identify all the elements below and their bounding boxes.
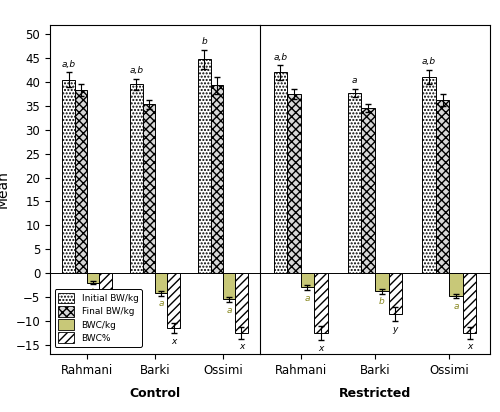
Text: a: a — [304, 294, 310, 303]
Text: a: a — [158, 300, 164, 309]
Bar — [155, 273, 168, 293]
Bar — [362, 108, 375, 273]
Bar — [198, 59, 210, 273]
Text: z: z — [103, 301, 108, 310]
Text: y: y — [392, 325, 398, 334]
Bar — [87, 273, 100, 283]
Bar — [236, 273, 248, 333]
Bar — [274, 73, 287, 273]
Text: b: b — [202, 37, 207, 46]
Bar — [168, 273, 179, 328]
Text: x: x — [467, 342, 472, 351]
Bar — [314, 273, 328, 333]
Bar — [74, 90, 87, 273]
Bar — [130, 84, 142, 273]
Bar — [450, 273, 463, 296]
Bar — [300, 273, 314, 288]
Bar — [348, 93, 362, 273]
Text: a,b: a,b — [130, 66, 143, 75]
Bar — [142, 105, 155, 273]
Text: a: a — [226, 306, 232, 315]
Text: x: x — [239, 342, 244, 351]
Text: Control: Control — [130, 387, 180, 400]
Y-axis label: Mean: Mean — [0, 171, 10, 208]
Bar — [388, 273, 402, 314]
Bar — [62, 80, 74, 273]
Text: a: a — [454, 302, 459, 311]
Bar — [100, 273, 112, 295]
Text: a,b: a,b — [422, 57, 436, 66]
Bar — [463, 273, 476, 333]
Text: x: x — [171, 337, 176, 346]
Text: a,b: a,b — [62, 60, 76, 69]
Legend: Initial BW/kg, Final BW/kg, BWC/kg, BWC%: Initial BW/kg, Final BW/kg, BWC/kg, BWC% — [54, 290, 142, 346]
Text: b: b — [90, 288, 96, 297]
Bar — [422, 77, 436, 273]
Bar — [436, 100, 450, 273]
Bar — [210, 85, 223, 273]
Text: Restricted: Restricted — [339, 387, 411, 400]
Text: a,b: a,b — [273, 52, 287, 61]
Bar — [375, 273, 388, 291]
Text: b: b — [379, 297, 384, 307]
Text: x: x — [318, 344, 324, 353]
Bar — [223, 273, 235, 300]
Bar — [287, 94, 300, 273]
Text: a: a — [352, 76, 358, 85]
